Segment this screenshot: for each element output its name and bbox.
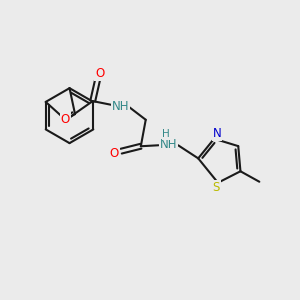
Text: H: H	[163, 130, 170, 140]
Text: N: N	[213, 127, 221, 140]
Text: S: S	[212, 181, 220, 194]
Text: NH: NH	[160, 138, 177, 151]
Text: O: O	[110, 147, 119, 160]
Text: O: O	[61, 113, 70, 126]
Text: NH: NH	[112, 100, 129, 112]
Text: O: O	[95, 67, 104, 80]
